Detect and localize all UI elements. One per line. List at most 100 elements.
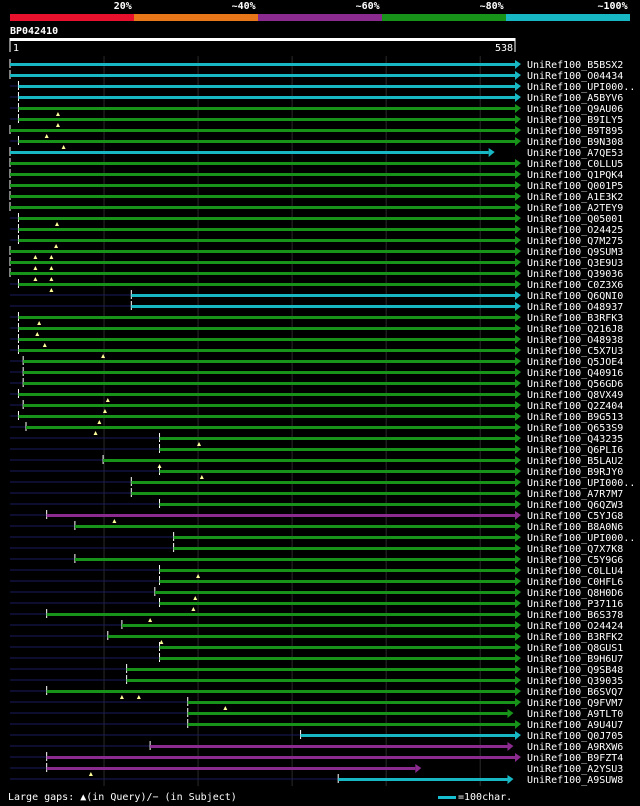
hit-bar — [18, 107, 516, 110]
hit-arrow — [515, 478, 521, 487]
hit-label: UniRef100_Q0J705 — [527, 731, 623, 742]
gap-marker — [42, 343, 47, 347]
hit-arrow — [515, 60, 521, 69]
hit-bar — [10, 74, 515, 77]
hit-label: UniRef100_B5BSX2 — [527, 60, 623, 71]
hit-label: UniRef100_Q5JOE4 — [527, 357, 623, 368]
legend-label: ~60% — [355, 1, 380, 12]
hit-label: UniRef100_UPI000.. — [527, 533, 635, 544]
hit-arrow — [515, 566, 521, 575]
hit-label: UniRef100_A7QE53 — [527, 148, 623, 159]
hit-label: UniRef100_Q05001 — [527, 214, 623, 225]
hit-arrow — [515, 115, 521, 124]
gap-marker — [33, 277, 38, 281]
hit-bar — [10, 272, 515, 275]
hit-bar — [159, 470, 515, 473]
legend-segment — [10, 14, 134, 21]
hit-arrow — [415, 764, 422, 773]
hit-bar — [131, 294, 515, 297]
hit-arrow — [515, 423, 521, 432]
hit-bar — [18, 415, 516, 418]
hit-bar — [23, 371, 515, 374]
hit-arrow — [515, 588, 521, 597]
query-id: BP042410 — [10, 26, 59, 37]
hit-label: UniRef100_Q3E9U3 — [527, 258, 623, 269]
hit-label: UniRef100_Q216J8 — [527, 324, 623, 335]
hit-bar — [18, 96, 516, 99]
hit-label: UniRef100_P37116 — [527, 599, 623, 610]
gap-marker — [88, 772, 93, 776]
gap-marker — [55, 222, 60, 226]
hit-bar — [46, 514, 516, 517]
hit-label: UniRef100_Q39036 — [527, 269, 623, 280]
identity-legend-bar — [10, 14, 630, 21]
gap-marker — [61, 145, 66, 149]
hit-label: UniRef100_Q6QNI0 — [527, 291, 623, 302]
gap-marker — [55, 112, 60, 116]
hit-label: UniRef100_UPI000.. — [527, 478, 635, 489]
hit-bar — [18, 239, 516, 242]
hit-arrow — [515, 511, 521, 520]
hit-arrow — [488, 148, 495, 157]
hit-bar — [10, 162, 515, 165]
hit-label: UniRef100_Q001P5 — [527, 181, 623, 192]
gap-marker — [49, 255, 54, 259]
hit-bar — [18, 228, 516, 231]
hit-arrow — [515, 346, 521, 355]
hit-bar — [18, 85, 516, 88]
hit-arrow — [515, 159, 521, 168]
gap-marker — [199, 475, 204, 479]
hit-bar — [159, 646, 515, 649]
hit-label: UniRef100_Q39035 — [527, 676, 623, 687]
gap-marker — [119, 695, 124, 699]
hit-label: UniRef100_C5YJG8 — [527, 511, 623, 522]
hit-bar — [18, 316, 516, 319]
hit-bar — [10, 184, 515, 187]
hit-arrow — [515, 324, 521, 333]
hit-bar — [25, 426, 515, 429]
hit-arrow — [515, 654, 521, 663]
hit-arrow — [515, 192, 521, 201]
identity-legend-labels: 20% ~40% ~60% ~80% ~100% — [0, 0, 640, 14]
legend-segment — [134, 14, 258, 21]
hit-label: UniRef100_A1E3K2 — [527, 192, 623, 203]
hit-bar — [187, 701, 515, 704]
hit-label: UniRef100_Q9FVM7 — [527, 698, 623, 709]
hit-arrow — [507, 709, 514, 718]
gap-marker — [97, 420, 102, 424]
hit-bar — [126, 668, 515, 671]
gap-marker — [54, 244, 59, 248]
hit-arrow — [515, 544, 521, 553]
hit-label: UniRef100_Q2Z404 — [527, 401, 623, 412]
hit-label: UniRef100_O04434 — [527, 71, 623, 82]
hit-label: UniRef100_B9N308 — [527, 137, 623, 148]
hit-bar — [131, 305, 515, 308]
hit-label: UniRef100_B3RFK2 — [527, 632, 623, 643]
hit-label: UniRef100_A5BYV6 — [527, 93, 623, 104]
hit-arrow — [515, 753, 521, 762]
hit-arrow — [515, 445, 521, 454]
hit-arrow — [515, 93, 521, 102]
hit-arrow — [515, 665, 521, 674]
hit-bar — [46, 690, 516, 693]
hit-label: UniRef100_B8A0N6 — [527, 522, 623, 533]
hit-arrow — [515, 357, 521, 366]
hit-bar — [131, 492, 515, 495]
hit-label: UniRef100_C5X7U3 — [527, 346, 623, 357]
hit-label: UniRef100_O24425 — [527, 225, 623, 236]
hit-arrow — [515, 291, 521, 300]
hit-label: UniRef100_C0LLU5 — [527, 159, 623, 170]
hit-label: UniRef100_C5Y9G6 — [527, 555, 623, 566]
hit-bar — [159, 602, 515, 605]
scale-legend: =100char. — [438, 792, 512, 803]
hit-arrow — [515, 577, 521, 586]
hit-bar — [187, 723, 515, 726]
scale-swatch — [438, 795, 456, 799]
gap-marker — [37, 321, 42, 325]
hit-bar — [107, 635, 515, 638]
gap-marker — [197, 442, 202, 446]
gap-marker — [44, 134, 49, 138]
hit-bar — [23, 382, 515, 385]
hit-label: UniRef100_Q9SUM3 — [527, 247, 623, 258]
hit-bar — [338, 778, 508, 781]
